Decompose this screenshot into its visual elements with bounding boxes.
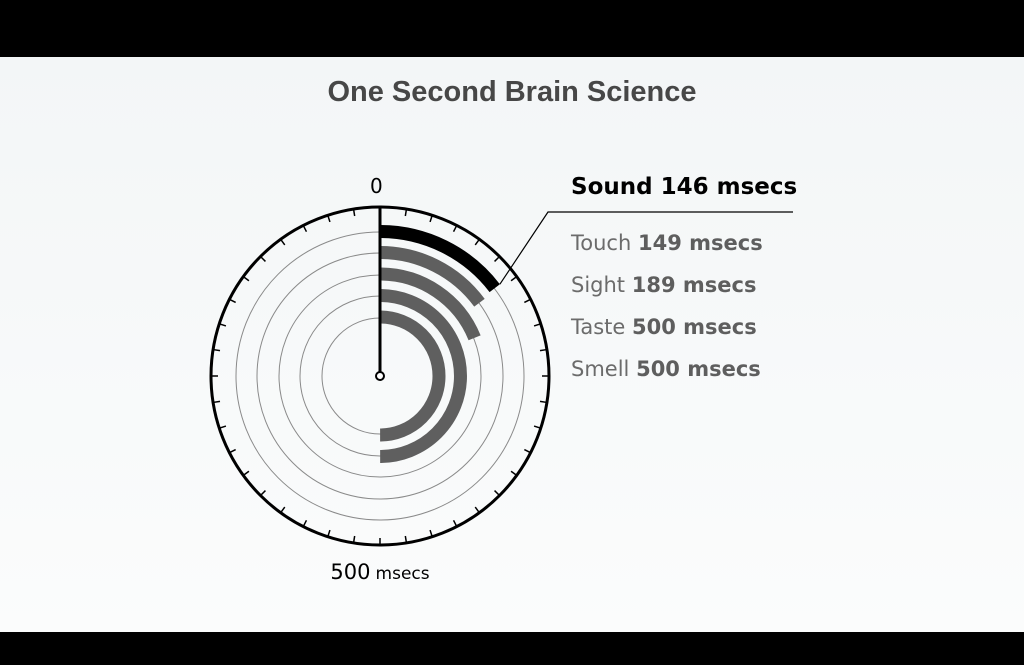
tick (229, 298, 236, 304)
tick (539, 348, 548, 352)
tick (280, 238, 286, 246)
legend-value: 189 msecs (631, 273, 757, 297)
tick-label-500-unit: msecs (375, 564, 430, 584)
legend-label: Touch (571, 231, 632, 255)
callout-line (499, 211, 793, 285)
tick (429, 529, 433, 537)
tick (302, 225, 308, 232)
tick (539, 400, 548, 404)
tick (219, 323, 227, 327)
tick (474, 238, 480, 246)
tick (510, 470, 518, 476)
tick (242, 470, 250, 476)
tick (259, 255, 266, 262)
slide (0, 57, 1024, 632)
tick (524, 298, 531, 304)
tick (219, 425, 227, 429)
legend-value: 500 msecs (632, 315, 757, 339)
tick (280, 506, 286, 514)
bar-smell (379, 310, 446, 442)
legend-sight: Sight 189 msecs (571, 273, 756, 297)
legend-label: Sound (571, 174, 653, 200)
slide-title: One Second Brain Science (327, 76, 697, 108)
tick (352, 208, 356, 217)
tick (229, 448, 236, 454)
legend-label: Smell (571, 357, 630, 381)
letterbox-bottom (0, 632, 1024, 665)
tick-label-zero: 0 (370, 174, 383, 198)
tick (452, 520, 458, 527)
tick (327, 529, 331, 537)
tick (212, 348, 221, 352)
tick-label-500: 500 msecs (300, 560, 460, 584)
tick (302, 520, 308, 527)
legend-label: Taste (571, 315, 626, 339)
tick (494, 490, 501, 497)
legend-touch: Touch 149 msecs (571, 231, 763, 255)
tick (474, 506, 480, 514)
tick (212, 400, 221, 404)
tick (352, 535, 356, 544)
tick (533, 425, 541, 429)
center-dot (375, 371, 385, 381)
legend-sound: Sound 146 msecs (571, 174, 797, 200)
tick (242, 276, 250, 282)
letterbox-top (0, 0, 1024, 57)
legend-smell: Smell 500 msecs (571, 357, 761, 381)
tick (259, 490, 266, 497)
bar-sound (379, 225, 500, 293)
tick (404, 208, 408, 217)
legend-taste: Taste 500 msecs (571, 315, 757, 339)
bar-sight (379, 267, 481, 341)
legend-value: 149 msecs (637, 231, 763, 255)
legend-value: 146 msecs (660, 174, 798, 200)
tick (524, 448, 531, 454)
tick (533, 323, 541, 327)
tick (327, 215, 331, 223)
bar-taste (379, 289, 468, 463)
tick-label-500-value: 500 (330, 560, 371, 584)
bar-touch (379, 246, 485, 307)
tick (429, 215, 433, 223)
tick (494, 255, 501, 262)
tick (404, 535, 408, 544)
tick (452, 225, 458, 232)
tick (510, 276, 518, 282)
legend-value: 500 msecs (636, 357, 761, 381)
legend-label: Sight (571, 273, 626, 297)
